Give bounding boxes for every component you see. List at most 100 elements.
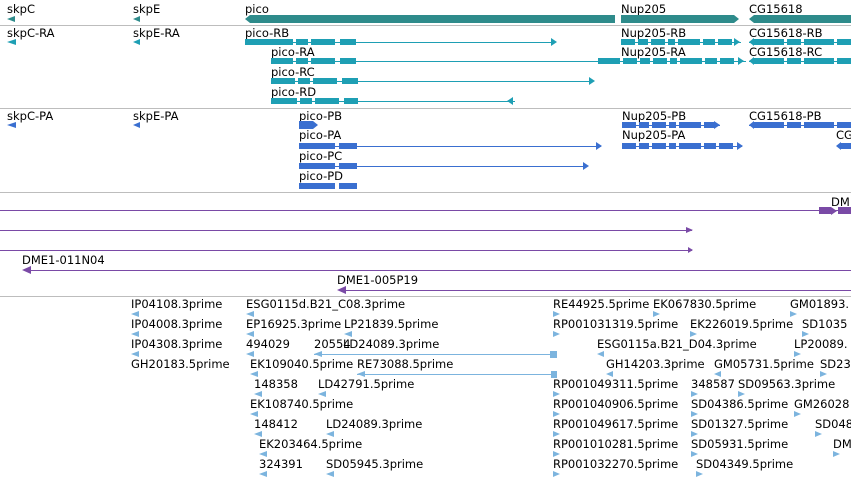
- mrna-label-pico-RD: pico-RD: [271, 85, 317, 99]
- est-label: 348587: [691, 377, 735, 391]
- est-feature[interactable]: [246, 331, 254, 337]
- est-label: GM05731.5prime: [714, 357, 814, 371]
- est-feature[interactable]: [690, 331, 697, 337]
- est-feature[interactable]: [833, 451, 840, 457]
- protein-feature-nup205-PA[interactable]: [622, 142, 744, 150]
- est-feature[interactable]: [738, 391, 745, 397]
- est-feature[interactable]: [357, 371, 557, 378]
- protein-feature-pico-PB[interactable]: [299, 121, 319, 129]
- mrna-feature-cg15618-RB[interactable]: [749, 38, 851, 46]
- track-separator: [0, 25, 851, 26]
- est-feature[interactable]: [553, 391, 560, 397]
- est-feature[interactable]: [606, 371, 613, 377]
- est-feature[interactable]: [815, 431, 822, 437]
- clone-feature-dme1-011n04[interactable]: [22, 266, 851, 274]
- est-feature[interactable]: [553, 471, 560, 477]
- est-label: GM01893.: [790, 297, 850, 311]
- mrna-label-pico-RB: pico-RB: [245, 26, 290, 40]
- est-feature[interactable]: [691, 411, 698, 417]
- est-feature[interactable]: [254, 431, 262, 437]
- est-label: EK203464.5prime: [259, 437, 363, 451]
- mrna-feature-nup205-RB[interactable]: [621, 38, 746, 46]
- est-label: GH14203.3prime: [606, 357, 705, 371]
- est-feature[interactable]: [790, 311, 797, 317]
- protein-feature-nup205-PB[interactable]: [622, 121, 722, 129]
- est-feature[interactable]: [553, 411, 560, 417]
- est-feature[interactable]: [553, 431, 560, 437]
- est-feature[interactable]: [326, 431, 334, 437]
- est-feature[interactable]: [820, 371, 827, 377]
- est-label: RP001049311.5prime: [553, 377, 679, 391]
- est-label: RE73088.5prime: [357, 357, 454, 371]
- est-feature[interactable]: [131, 311, 139, 317]
- protein-feature-skpC-PA[interactable]: [7, 122, 16, 128]
- est-label: 148412: [254, 417, 298, 431]
- protein-feature-cg-partial[interactable]: [836, 142, 851, 150]
- est-label: LP21839.5prime: [344, 317, 439, 331]
- est-feature[interactable]: [246, 311, 254, 317]
- est-feature[interactable]: [254, 391, 262, 397]
- est-feature[interactable]: [691, 451, 698, 457]
- gene-label-skpC: skpC: [7, 2, 35, 16]
- est-feature[interactable]: [259, 451, 267, 457]
- mrna-feature-skpC-RA[interactable]: [7, 39, 16, 45]
- clone-feature-dme1-005p19[interactable]: [337, 286, 851, 294]
- est-feature[interactable]: [131, 351, 139, 357]
- est-label: SD05945.3prime: [326, 457, 424, 471]
- est-feature[interactable]: [318, 391, 326, 397]
- est-feature[interactable]: [314, 351, 557, 358]
- est-feature[interactable]: [250, 411, 258, 417]
- est-feature[interactable]: [794, 411, 801, 417]
- mrna-feature-nup205-RA[interactable]: [598, 57, 748, 65]
- clone-label-dme1-005p19: DME1-005P19: [337, 273, 419, 287]
- est-feature[interactable]: [714, 371, 721, 377]
- est-feature[interactable]: [246, 351, 254, 357]
- est-feature[interactable]: [131, 331, 139, 337]
- protein-feature-skpE-PA[interactable]: [133, 122, 140, 128]
- protein-feature-pico-PC[interactable]: [299, 162, 590, 170]
- mrna-feature-pico-RD[interactable]: [271, 97, 516, 105]
- mrna-feature-cg15618-RC[interactable]: [749, 57, 851, 65]
- est-label: RP001031319.5prime: [553, 317, 679, 331]
- track-separator: [0, 108, 851, 109]
- est-feature[interactable]: [691, 391, 698, 397]
- est-feature[interactable]: [553, 451, 560, 457]
- clone-feature-dm[interactable]: [0, 207, 851, 215]
- est-feature[interactable]: [802, 331, 809, 337]
- est-label: EK067830.5prime: [653, 297, 757, 311]
- protein-label-cg-partial: CG: [836, 128, 851, 142]
- est-track: IP04108.3prime IP04008.3prime IP04308.3p…: [0, 297, 851, 480]
- est-feature[interactable]: [344, 331, 352, 337]
- est-feature[interactable]: [259, 471, 267, 477]
- est-feature[interactable]: [691, 431, 698, 437]
- est-label: RP001032270.5prime: [553, 457, 679, 471]
- est-label: EK109040.5prime: [250, 357, 354, 371]
- protein-feature-pico-PD[interactable]: [299, 182, 359, 190]
- est-feature[interactable]: [597, 351, 604, 357]
- est-feature[interactable]: [696, 471, 703, 477]
- mrna-feature-pico-RB[interactable]: [245, 38, 565, 46]
- est-feature[interactable]: [794, 351, 801, 357]
- mrna-label-skpE-RA: skpE-RA: [133, 26, 180, 40]
- gene-label-nup205: Nup205: [621, 2, 667, 16]
- protein-feature-cg15618-PB[interactable]: [749, 121, 851, 129]
- mrna-feature-pico-RC[interactable]: [271, 77, 597, 85]
- est-label: RE44925.5prime: [553, 297, 650, 311]
- mrna-label-nup205-RB: Nup205-RB: [621, 26, 687, 40]
- protein-track: skpC-PA skpE-PA pico-PB pico-PA pico-PC …: [0, 109, 851, 192]
- mrna-feature-skpE-RA[interactable]: [133, 39, 140, 45]
- gene-label-skpE: skpE: [133, 2, 161, 16]
- est-feature[interactable]: [653, 311, 660, 317]
- mrna-label-nup205-RA: Nup205-RA: [621, 45, 686, 59]
- clone-feature-row2[interactable]: [0, 227, 700, 235]
- est-feature[interactable]: [553, 311, 560, 317]
- mrna-track: skpC-RA skpE-RA pico-RB pico-RA pico-RC …: [0, 26, 851, 108]
- clone-feature-row3[interactable]: [0, 247, 700, 255]
- mrna-feature-pico-RA[interactable]: [271, 57, 601, 65]
- est-label: SD1035: [802, 317, 848, 331]
- est-feature[interactable]: [553, 331, 560, 337]
- protein-feature-pico-PA[interactable]: [299, 142, 604, 150]
- est-feature[interactable]: [326, 471, 334, 477]
- est-feature[interactable]: [250, 371, 258, 377]
